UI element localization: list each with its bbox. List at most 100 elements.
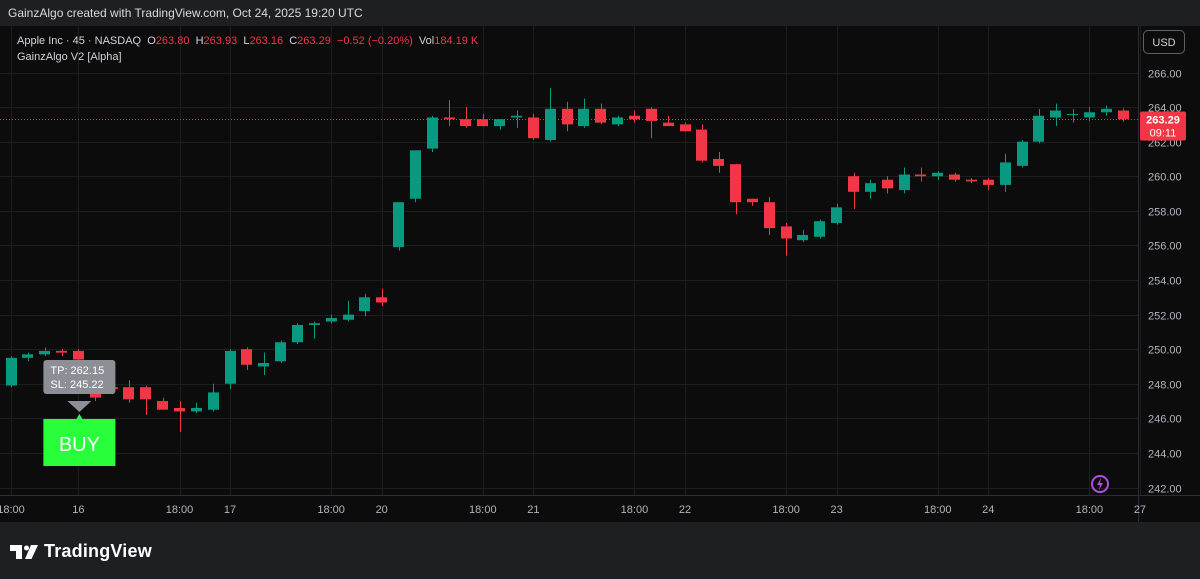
candle-body bbox=[208, 392, 219, 410]
candle-body bbox=[376, 297, 387, 303]
candle bbox=[393, 202, 404, 251]
candle-body bbox=[1067, 114, 1078, 115]
candle-body bbox=[444, 117, 455, 120]
price-tick-label: 258.00 bbox=[1148, 207, 1182, 219]
candle bbox=[174, 401, 185, 433]
candle-body bbox=[241, 349, 252, 365]
candle-body bbox=[140, 387, 151, 400]
time-tick-label: 27 bbox=[1134, 504, 1146, 516]
high-value: 263.93 bbox=[203, 35, 238, 47]
candle bbox=[157, 397, 168, 410]
candle bbox=[1000, 153, 1011, 192]
candle-body bbox=[56, 350, 67, 353]
candle bbox=[56, 349, 67, 357]
candle bbox=[696, 124, 707, 163]
candle-body bbox=[781, 226, 792, 239]
candle bbox=[258, 352, 269, 376]
stop-loss-label: SL: 245.22 bbox=[50, 379, 103, 391]
candle bbox=[1118, 108, 1129, 122]
candle bbox=[865, 179, 876, 199]
candle-body bbox=[915, 174, 926, 177]
candle bbox=[831, 203, 842, 225]
candle bbox=[123, 380, 134, 403]
candle bbox=[191, 402, 202, 414]
candle-body bbox=[713, 158, 724, 166]
lightning-icon-bolt bbox=[1097, 478, 1103, 490]
candle bbox=[680, 122, 691, 132]
indicator-name[interactable]: GainzAlgo V2 [Alpha] bbox=[17, 51, 122, 63]
candle-body bbox=[545, 108, 556, 140]
chart-frame bbox=[0, 26, 1200, 522]
candle bbox=[562, 101, 573, 132]
price-tick-label: 242.00 bbox=[1148, 484, 1182, 496]
candle bbox=[545, 88, 556, 142]
candle bbox=[814, 219, 825, 239]
candle bbox=[730, 164, 741, 215]
candle-body bbox=[612, 117, 623, 125]
candle-body bbox=[157, 401, 168, 410]
candle bbox=[39, 347, 50, 357]
candle-body bbox=[343, 314, 354, 320]
candle-body bbox=[191, 407, 202, 412]
candle-body bbox=[258, 363, 269, 367]
tradingview-logo-icon bbox=[10, 544, 38, 559]
candle-body bbox=[393, 202, 404, 248]
candle bbox=[292, 323, 303, 344]
candle bbox=[966, 177, 977, 184]
candle bbox=[797, 229, 808, 242]
candle-body bbox=[663, 122, 674, 127]
candle bbox=[1033, 108, 1044, 144]
candle-body bbox=[629, 115, 640, 120]
price-tick-label: 252.00 bbox=[1148, 311, 1182, 323]
candle-body bbox=[680, 124, 691, 132]
candle-body bbox=[494, 119, 505, 127]
candle bbox=[949, 172, 960, 182]
candle-body bbox=[595, 108, 606, 123]
candle-body bbox=[578, 108, 589, 127]
low-label: L bbox=[243, 35, 250, 47]
close-value: 263.29 bbox=[297, 35, 331, 47]
candle-body bbox=[6, 357, 17, 386]
candle-body bbox=[899, 174, 910, 191]
candle bbox=[241, 347, 252, 370]
candle bbox=[326, 314, 337, 324]
candle-body bbox=[460, 119, 471, 127]
candle bbox=[460, 107, 471, 128]
buy-signal: TP: 262.15 SL: 245.22 BUY bbox=[43, 360, 116, 466]
candle bbox=[343, 300, 354, 322]
candle bbox=[511, 110, 522, 128]
candle-body bbox=[1118, 110, 1129, 120]
time-tick-label: 24 bbox=[982, 504, 994, 516]
candle bbox=[629, 110, 640, 123]
candle-body bbox=[123, 387, 134, 400]
candle-body bbox=[1101, 108, 1112, 113]
volume-value: 184.19 K bbox=[434, 35, 479, 47]
tradingview-logo[interactable]: TradingView bbox=[10, 541, 152, 562]
candle-body bbox=[562, 108, 573, 125]
candle-body bbox=[932, 172, 943, 177]
price-tick-label: 254.00 bbox=[1148, 276, 1182, 288]
candle-body bbox=[831, 207, 842, 223]
candle-body bbox=[764, 202, 775, 229]
candle-body bbox=[966, 179, 977, 182]
time-tick-label: 18:00 bbox=[621, 504, 649, 516]
volume-label: Vol bbox=[418, 35, 435, 47]
chart-caption: GainzAlgo created with TradingView.com, … bbox=[0, 0, 1200, 26]
candle bbox=[848, 172, 859, 210]
candle bbox=[208, 383, 219, 412]
candle-body bbox=[865, 183, 876, 192]
candle-body bbox=[174, 407, 185, 412]
candle-body bbox=[949, 174, 960, 180]
candle bbox=[140, 385, 151, 415]
candle bbox=[528, 114, 539, 140]
symbol-info: Apple Inc · 45 · NASDAQ bbox=[17, 35, 142, 47]
high-label: H bbox=[195, 35, 204, 47]
currency-button[interactable]: USD bbox=[1143, 30, 1185, 54]
time-tick-label: 18:00 bbox=[0, 504, 25, 516]
price-tick-label: 256.00 bbox=[1148, 241, 1182, 253]
candle-body bbox=[1017, 141, 1028, 166]
price-axis: 266.00264.00262.00260.00258.00256.00254.… bbox=[1148, 69, 1182, 496]
